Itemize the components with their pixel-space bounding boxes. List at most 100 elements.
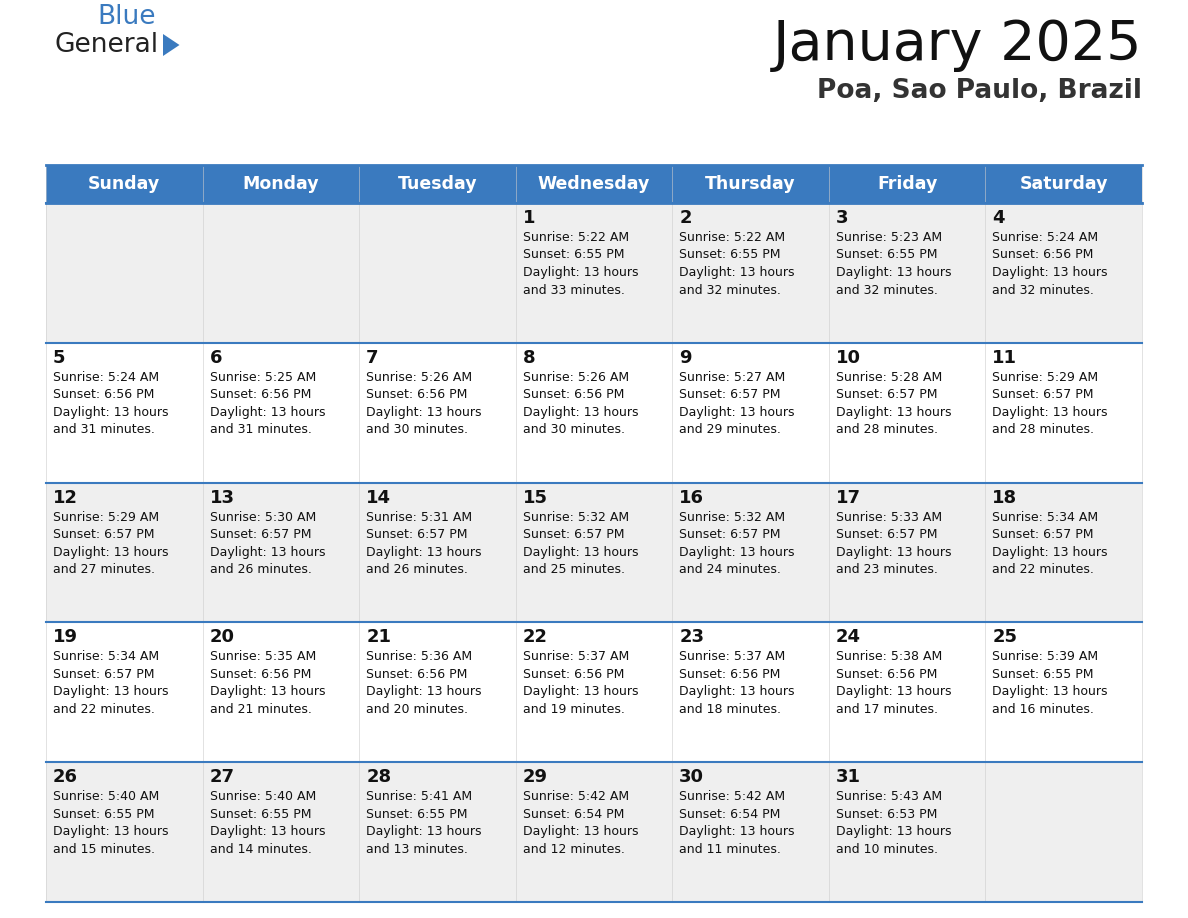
Text: Sunrise: 5:37 AM: Sunrise: 5:37 AM [680,650,785,664]
Text: Sunset: 6:55 PM: Sunset: 6:55 PM [836,249,937,262]
Text: Daylight: 13 hours: Daylight: 13 hours [836,406,952,419]
Text: Sunset: 6:55 PM: Sunset: 6:55 PM [209,808,311,821]
Polygon shape [163,34,179,56]
Text: Sunrise: 5:25 AM: Sunrise: 5:25 AM [209,371,316,384]
Text: 13: 13 [209,488,234,507]
Text: and 13 minutes.: and 13 minutes. [366,843,468,856]
Text: Sunset: 6:57 PM: Sunset: 6:57 PM [53,668,154,681]
Text: Daylight: 13 hours: Daylight: 13 hours [366,686,481,699]
Text: and 14 minutes.: and 14 minutes. [209,843,311,856]
Text: Sunset: 6:56 PM: Sunset: 6:56 PM [209,668,311,681]
Bar [829,165,985,203]
Text: Daylight: 13 hours: Daylight: 13 hours [53,545,169,558]
Text: Sunrise: 5:29 AM: Sunrise: 5:29 AM [992,371,1099,384]
Text: 12: 12 [53,488,78,507]
Text: Daylight: 13 hours: Daylight: 13 hours [680,686,795,699]
Text: and 15 minutes.: and 15 minutes. [53,843,154,856]
Text: Sunset: 6:56 PM: Sunset: 6:56 PM [53,388,154,401]
Text: Sunrise: 5:42 AM: Sunrise: 5:42 AM [523,790,628,803]
Text: 10: 10 [836,349,861,367]
Text: and 10 minutes.: and 10 minutes. [836,843,937,856]
Text: Sunrise: 5:32 AM: Sunrise: 5:32 AM [680,510,785,523]
Text: Sunrise: 5:32 AM: Sunrise: 5:32 AM [523,510,628,523]
Bar [46,483,1142,622]
Text: Sunday: Sunday [88,175,160,193]
Text: Daylight: 13 hours: Daylight: 13 hours [366,545,481,558]
Text: Daylight: 13 hours: Daylight: 13 hours [209,545,326,558]
Bar [203,165,359,203]
Text: Daylight: 13 hours: Daylight: 13 hours [836,545,952,558]
Text: 4: 4 [992,209,1005,227]
Text: and 30 minutes.: and 30 minutes. [366,423,468,436]
Text: and 11 minutes.: and 11 minutes. [680,843,782,856]
Text: Sunrise: 5:22 AM: Sunrise: 5:22 AM [680,231,785,244]
Text: Sunset: 6:55 PM: Sunset: 6:55 PM [680,249,781,262]
Text: Daylight: 13 hours: Daylight: 13 hours [523,686,638,699]
Text: Daylight: 13 hours: Daylight: 13 hours [209,406,326,419]
Text: Sunrise: 5:37 AM: Sunrise: 5:37 AM [523,650,628,664]
Text: Daylight: 13 hours: Daylight: 13 hours [680,825,795,838]
Text: 23: 23 [680,629,704,646]
Text: and 31 minutes.: and 31 minutes. [209,423,311,436]
Text: Daylight: 13 hours: Daylight: 13 hours [523,825,638,838]
Text: and 31 minutes.: and 31 minutes. [53,423,154,436]
Text: Tuesday: Tuesday [398,175,478,193]
Text: Daylight: 13 hours: Daylight: 13 hours [836,266,952,279]
Text: Sunrise: 5:41 AM: Sunrise: 5:41 AM [366,790,473,803]
Bar [359,165,516,203]
Text: Daylight: 13 hours: Daylight: 13 hours [209,825,326,838]
Text: and 30 minutes.: and 30 minutes. [523,423,625,436]
Text: Sunset: 6:55 PM: Sunset: 6:55 PM [523,249,624,262]
Text: Blue: Blue [97,4,156,30]
Text: Sunset: 6:57 PM: Sunset: 6:57 PM [680,388,781,401]
Text: 8: 8 [523,349,536,367]
Text: Daylight: 13 hours: Daylight: 13 hours [992,545,1108,558]
Text: and 12 minutes.: and 12 minutes. [523,843,625,856]
Text: Friday: Friday [877,175,937,193]
Text: Sunrise: 5:30 AM: Sunrise: 5:30 AM [209,510,316,523]
Text: Sunrise: 5:38 AM: Sunrise: 5:38 AM [836,650,942,664]
Text: and 29 minutes.: and 29 minutes. [680,423,782,436]
Text: Daylight: 13 hours: Daylight: 13 hours [523,545,638,558]
Text: Daylight: 13 hours: Daylight: 13 hours [53,406,169,419]
Text: and 18 minutes.: and 18 minutes. [680,703,782,716]
Text: 28: 28 [366,768,391,786]
Text: Daylight: 13 hours: Daylight: 13 hours [523,406,638,419]
Text: 6: 6 [209,349,222,367]
Text: Sunrise: 5:40 AM: Sunrise: 5:40 AM [53,790,159,803]
Bar [46,203,1142,342]
Text: and 19 minutes.: and 19 minutes. [523,703,625,716]
Text: and 24 minutes.: and 24 minutes. [680,563,782,577]
Text: 22: 22 [523,629,548,646]
Text: 15: 15 [523,488,548,507]
Text: Daylight: 13 hours: Daylight: 13 hours [992,266,1108,279]
Text: Sunrise: 5:26 AM: Sunrise: 5:26 AM [523,371,628,384]
Text: 1: 1 [523,209,536,227]
Text: Thursday: Thursday [706,175,796,193]
Bar [46,165,203,203]
Text: 29: 29 [523,768,548,786]
Text: Sunset: 6:56 PM: Sunset: 6:56 PM [366,388,468,401]
Text: Sunrise: 5:23 AM: Sunrise: 5:23 AM [836,231,942,244]
Text: Daylight: 13 hours: Daylight: 13 hours [366,825,481,838]
Text: Sunset: 6:57 PM: Sunset: 6:57 PM [836,388,937,401]
Text: Sunset: 6:55 PM: Sunset: 6:55 PM [53,808,154,821]
Text: 17: 17 [836,488,861,507]
Text: Daylight: 13 hours: Daylight: 13 hours [680,406,795,419]
Text: Sunset: 6:56 PM: Sunset: 6:56 PM [209,388,311,401]
Text: Sunset: 6:57 PM: Sunset: 6:57 PM [366,528,468,541]
Bar [985,165,1142,203]
Text: Sunrise: 5:34 AM: Sunrise: 5:34 AM [992,510,1099,523]
Text: Daylight: 13 hours: Daylight: 13 hours [523,266,638,279]
Text: Sunrise: 5:36 AM: Sunrise: 5:36 AM [366,650,473,664]
Text: Sunrise: 5:39 AM: Sunrise: 5:39 AM [992,650,1099,664]
Text: Daylight: 13 hours: Daylight: 13 hours [680,266,795,279]
Text: Daylight: 13 hours: Daylight: 13 hours [209,686,326,699]
Text: Wednesday: Wednesday [538,175,650,193]
Text: Sunset: 6:57 PM: Sunset: 6:57 PM [836,528,937,541]
Text: Sunrise: 5:26 AM: Sunrise: 5:26 AM [366,371,473,384]
Text: and 25 minutes.: and 25 minutes. [523,563,625,577]
Bar [672,165,829,203]
Text: 27: 27 [209,768,234,786]
Text: 31: 31 [836,768,861,786]
